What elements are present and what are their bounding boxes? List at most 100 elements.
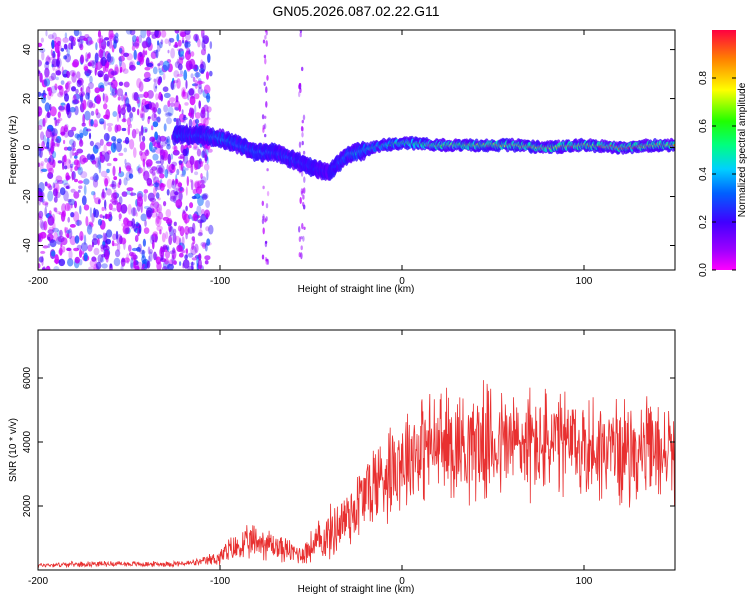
heatmap-noise-cell	[299, 32, 302, 38]
heatmap-noise-cell	[68, 198, 76, 206]
heatmap-noise-cell	[194, 104, 197, 115]
heatmap-noise-cell	[90, 119, 94, 127]
heatmap-noise-cell	[103, 93, 109, 104]
heatmap-noise-cell	[202, 242, 207, 249]
heatmap-noise-cell	[200, 241, 207, 247]
heatmap-noise-cell	[116, 243, 121, 252]
heatmap-noise-cell	[301, 140, 304, 146]
heatmap-noise-cell	[74, 105, 79, 116]
colorbar: 0.0 0.2 0.4 0.6 0.8 Normalized spectral ampl…	[698, 30, 748, 277]
heatmap-noise-cell	[205, 117, 211, 121]
heatmap-noise-cell	[299, 197, 302, 204]
heatmap-noise-cell	[46, 161, 54, 172]
heatmap-noise-cell	[159, 135, 166, 142]
heatmap-noise-cell	[91, 241, 95, 248]
heatmap-noise-cell	[197, 38, 201, 48]
heatmap-noise-cell	[153, 113, 157, 119]
heatmap-noise-cell	[264, 57, 267, 65]
heatmap-noise-cell	[113, 139, 117, 150]
heatmap-noise-cell	[85, 216, 89, 227]
heatmap-noise-cell	[161, 232, 166, 243]
heatmap-noise-cell	[133, 49, 137, 61]
heatmap-noise-cell	[162, 244, 168, 250]
heatmap-noise-cell	[147, 90, 154, 99]
heatmap-noise-cell	[106, 122, 114, 127]
x-tick-label: 0	[399, 276, 405, 287]
heatmap-noise-cell	[147, 255, 151, 263]
heatmap-noise-cell	[66, 229, 71, 234]
heatmap-noise-cell	[69, 70, 76, 77]
heatmap-noise-cell	[91, 256, 97, 262]
heatmap-noise-cell	[63, 127, 70, 138]
heatmap-noise-cell	[54, 138, 59, 143]
heatmap-noise-cell	[195, 186, 203, 195]
heatmap-noise-cell	[75, 219, 82, 226]
heatmap-noise-cell	[178, 49, 181, 57]
heatmap-noise-cell	[47, 110, 50, 117]
heatmap-noise-cell	[134, 128, 140, 135]
heatmap-noise-cell	[48, 86, 52, 97]
heatmap-noise-cell	[194, 181, 200, 191]
heatmap-noise-cell	[111, 180, 115, 188]
heatmap-noise-cell	[65, 175, 71, 180]
heatmap-noise-cell	[139, 55, 144, 63]
heatmap-noise-cell	[110, 79, 118, 89]
heatmap-noise-cell	[41, 198, 45, 203]
heatmap-noise-cell	[199, 68, 205, 74]
heatmap-noise-cell	[69, 224, 76, 228]
heatmap-noise-cell	[108, 30, 114, 40]
heatmap-noise-cell	[76, 71, 81, 79]
heatmap-noise-cell	[130, 191, 133, 197]
heatmap-noise-cell	[174, 107, 179, 111]
heatmap-noise-cell	[133, 223, 137, 232]
heatmap-noise-cell	[115, 141, 122, 153]
heatmap-noise-cell	[101, 263, 108, 269]
heatmap-noise-cell	[176, 78, 181, 89]
heatmap-noise-cell	[77, 189, 81, 193]
heatmap-noise-cell	[192, 76, 196, 83]
heatmap-noise-cell	[98, 163, 102, 174]
heatmap-noise-cell	[122, 224, 130, 235]
heatmap-noise-cell	[99, 214, 103, 219]
heatmap-noise-cell	[82, 99, 87, 111]
heatmap-noise-cell	[131, 45, 136, 51]
heatmap-noise-cell	[120, 107, 126, 116]
heatmap-noise-cell	[83, 252, 88, 262]
heatmap-noise-cell	[157, 63, 161, 67]
heatmap-noise-cell	[70, 188, 76, 193]
heatmap-noise-cell	[86, 153, 92, 160]
heatmap-noise-cell	[264, 115, 267, 120]
heatmap-noise-cell	[79, 95, 83, 102]
heatmap-noise-cell	[57, 117, 63, 122]
heatmap-noise-cell	[300, 188, 304, 195]
heatmap-noise-cell	[157, 40, 160, 46]
heatmap-noise-cell	[111, 180, 117, 190]
heatmap-noise-cell	[39, 231, 47, 239]
heatmap-noise-cell	[48, 75, 55, 82]
heatmap-noise-cell	[152, 66, 158, 75]
heatmap-noise-cell	[265, 203, 269, 209]
heatmap-noise-cell	[112, 76, 116, 82]
heatmap-noise-cell	[128, 251, 134, 257]
heatmap-noise-cell	[132, 35, 137, 43]
heatmap-noise-cell	[85, 128, 92, 132]
heatmap-noise-cell	[198, 83, 202, 90]
heatmap-noise-cell	[124, 91, 128, 96]
heatmap-noise-cell	[143, 78, 151, 82]
heatmap-noise-cell	[194, 64, 198, 70]
heatmap-noise-cell	[129, 139, 135, 150]
heatmap-noise-cell	[206, 109, 210, 120]
heatmap-noise-cell	[197, 86, 203, 95]
heatmap-noise-cell	[207, 148, 213, 153]
heatmap-noise-cell	[113, 40, 117, 49]
heatmap-noise-cell	[140, 125, 144, 136]
heatmap-noise-cell	[103, 144, 107, 154]
heatmap-noise-cell	[298, 226, 301, 233]
heatmap-noise-cell	[157, 78, 161, 86]
heatmap-noise-cell	[183, 213, 190, 224]
heatmap-noise-cell	[85, 58, 89, 62]
heatmap-noise-cell	[45, 265, 51, 270]
heatmap-noise-cell	[149, 168, 154, 174]
heatmap-noise-cell	[262, 127, 265, 133]
heatmap-noise-cell	[115, 230, 119, 240]
